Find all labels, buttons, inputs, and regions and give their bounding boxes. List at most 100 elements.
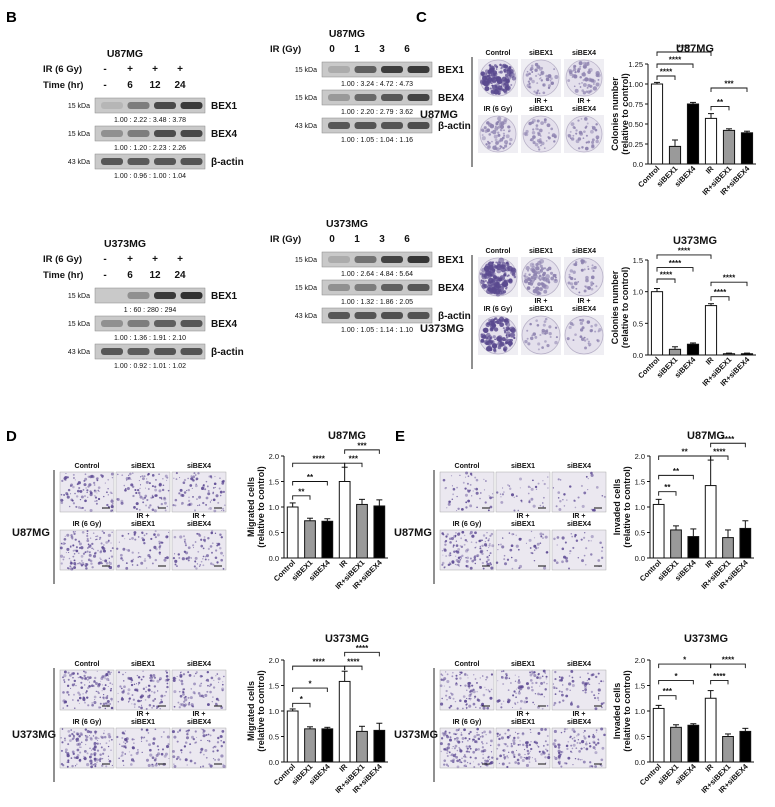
cell-dot xyxy=(584,682,588,686)
cell-dot xyxy=(538,750,541,753)
cell-dot xyxy=(73,731,76,734)
cell-dot xyxy=(145,487,147,489)
cell-dot xyxy=(223,675,225,678)
blot-strip xyxy=(94,97,206,114)
cell-dot xyxy=(188,673,192,677)
cell-dot xyxy=(200,544,204,548)
blot-band xyxy=(407,312,430,319)
blot-row-value: 6 xyxy=(127,80,133,91)
cell-dot xyxy=(94,496,98,499)
cell-dot xyxy=(510,743,513,745)
cell-dot xyxy=(190,475,193,478)
cell-dot xyxy=(455,755,459,759)
colony-dot xyxy=(541,67,544,69)
cell-dot xyxy=(567,740,570,743)
cell-dot xyxy=(544,728,547,731)
cell-dot xyxy=(86,696,89,699)
cell-dot xyxy=(144,699,147,701)
colony-dot xyxy=(531,64,534,68)
cell-dot xyxy=(519,487,521,489)
colony-dot xyxy=(585,275,589,280)
colony-dot xyxy=(526,70,529,73)
cell-dot xyxy=(72,549,75,552)
cell-dot xyxy=(145,707,148,710)
colony-dot xyxy=(591,140,595,144)
cell-dot xyxy=(211,700,214,703)
blot-strip xyxy=(321,61,433,78)
colony-dot xyxy=(529,68,533,72)
colony-dot xyxy=(574,88,579,93)
colony-dot xyxy=(590,281,594,285)
colony-dot xyxy=(576,69,580,73)
colony-dot xyxy=(491,140,493,143)
cell-dot xyxy=(458,531,461,535)
cell-dot xyxy=(149,753,153,757)
cell-dot xyxy=(131,703,133,705)
cell-dot xyxy=(135,491,138,495)
cell-dot xyxy=(454,535,457,538)
significance-label: * xyxy=(300,695,304,704)
significance-label: **** xyxy=(312,658,325,667)
cell-dot xyxy=(465,501,468,504)
cell-dot xyxy=(487,539,490,542)
cell-dot xyxy=(111,492,113,495)
cell-dot xyxy=(66,547,70,551)
cell-dot xyxy=(523,748,526,751)
cell-dot xyxy=(193,472,196,475)
colony-dot xyxy=(493,348,497,352)
colony-dot xyxy=(582,91,587,95)
cell-dot xyxy=(71,568,74,570)
cell-dot xyxy=(184,758,188,762)
cell-dot xyxy=(193,761,197,765)
colony-dot xyxy=(530,336,534,341)
cell-dot xyxy=(204,488,207,491)
cell-dot xyxy=(108,758,110,760)
cell-dot xyxy=(489,729,491,732)
cell-dot xyxy=(206,703,210,707)
cell-dot xyxy=(579,759,581,761)
blot-row-value: - xyxy=(103,64,106,75)
blot-strip xyxy=(321,279,433,296)
cell-dot xyxy=(158,677,162,681)
cell-dot xyxy=(544,756,547,759)
cell-dot xyxy=(73,756,76,759)
significance-label: **** xyxy=(312,455,325,464)
cell-dot xyxy=(207,733,210,736)
cell-dot xyxy=(577,733,580,736)
blot-band xyxy=(127,158,150,165)
cell-dot xyxy=(200,682,203,685)
cell-dot xyxy=(555,687,558,690)
cell-dot xyxy=(207,547,210,550)
cell-dot xyxy=(456,495,458,498)
row-label: U87MG xyxy=(12,527,50,539)
cell-dot xyxy=(72,473,75,476)
cell-dot xyxy=(133,742,135,744)
colony-dot xyxy=(489,87,492,90)
colony-dot xyxy=(493,276,497,279)
blot-row-value: 3 xyxy=(379,234,385,245)
colony-dot xyxy=(490,291,493,294)
cell-dot xyxy=(439,684,443,688)
cell-dot xyxy=(132,698,135,701)
colony-dot xyxy=(584,117,588,120)
significance-label: **** xyxy=(660,271,673,280)
cell-dot xyxy=(217,699,220,702)
significance-label: *** xyxy=(724,80,734,89)
colony-dot xyxy=(546,268,550,272)
cell-dot xyxy=(60,498,64,502)
cell-dot xyxy=(140,694,144,698)
colony-dot xyxy=(583,336,586,339)
cell-dot xyxy=(568,675,571,677)
cell-dot xyxy=(126,487,130,491)
cell-dot xyxy=(218,681,220,683)
cell-dot xyxy=(529,486,531,488)
cell-dot xyxy=(507,728,510,732)
blot-band xyxy=(328,256,350,263)
cell-dot xyxy=(568,567,570,570)
cell-dot xyxy=(98,706,101,709)
cell-dot xyxy=(75,505,78,509)
cell-dot xyxy=(202,564,205,567)
cell-dot xyxy=(187,499,191,503)
cell-dot xyxy=(69,561,73,565)
cell-dot xyxy=(110,706,114,710)
